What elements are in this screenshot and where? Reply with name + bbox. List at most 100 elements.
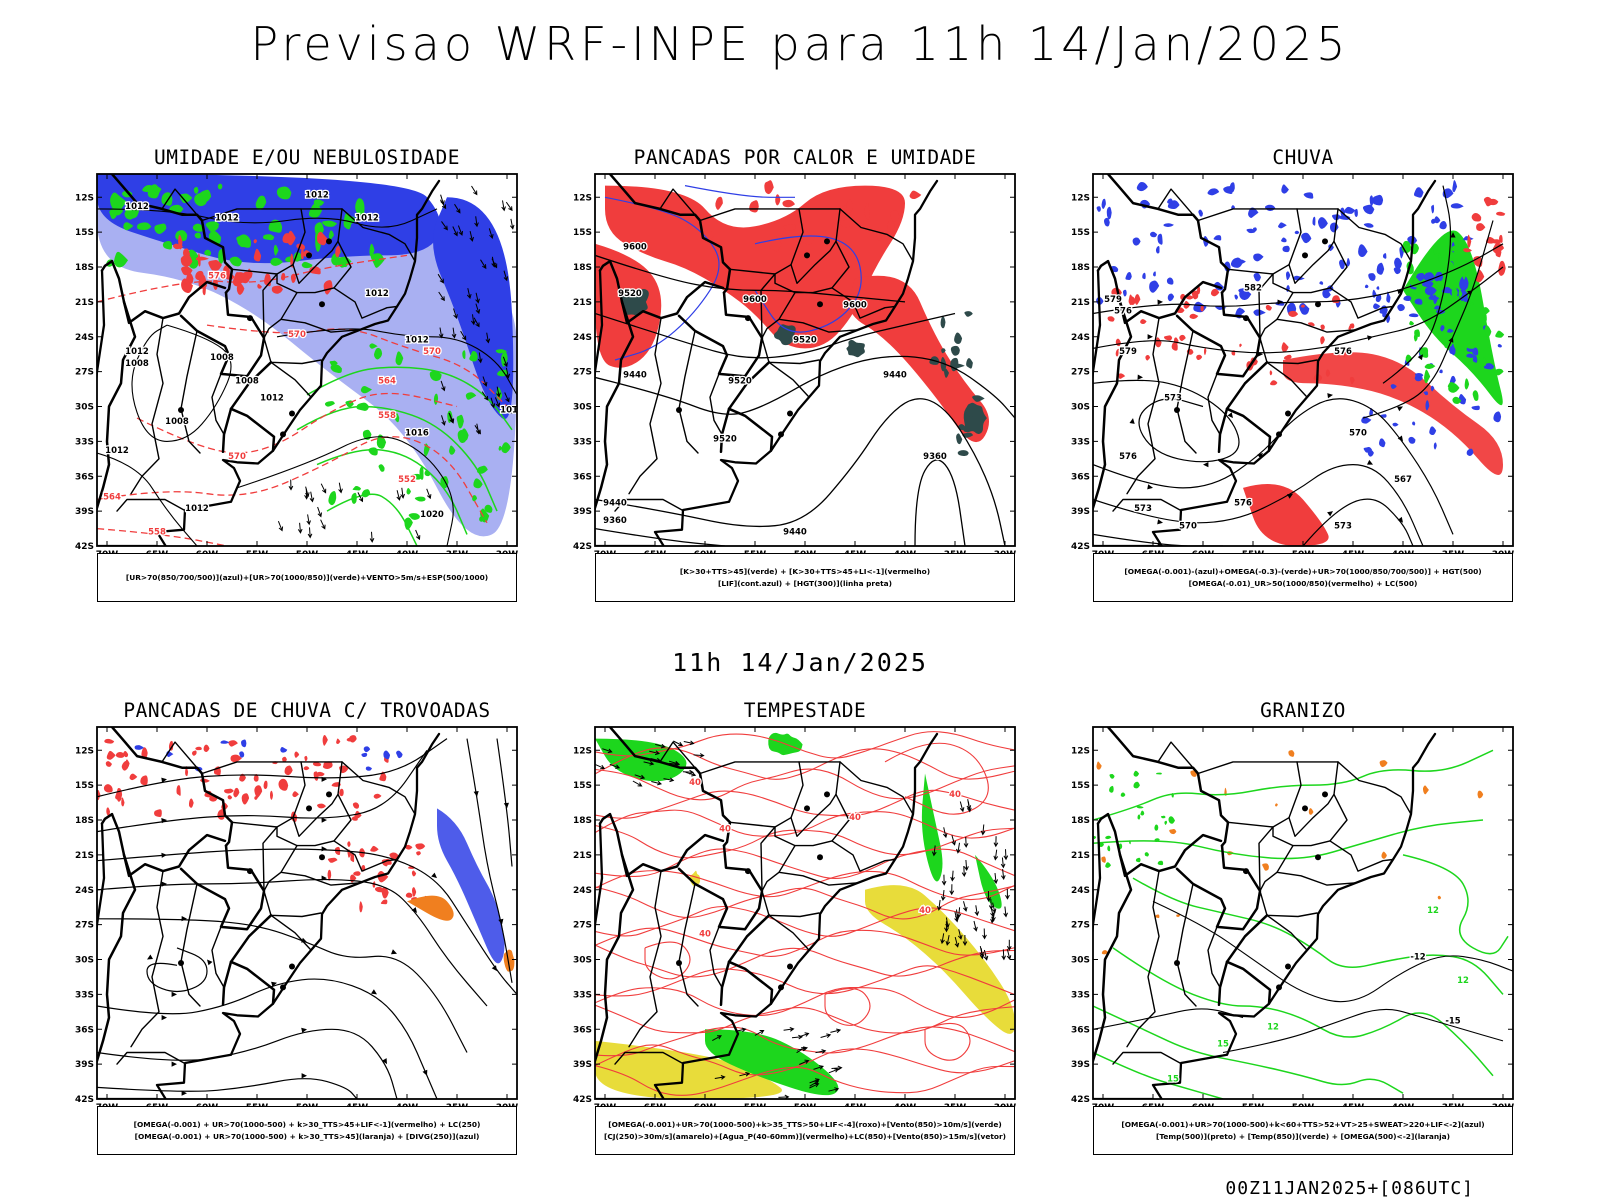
caption-line-2: [LIF](cont.azul) + [HGT(300)](linha pret… [718,578,892,588]
storm-red-patch [121,797,125,807]
wind-vector [1006,949,1012,961]
streamline-arrow [1367,459,1373,465]
wind-vector [452,226,458,237]
height-label: 573 [1164,394,1182,404]
low-humidity-patch [476,465,488,474]
instability-green-area [940,316,946,329]
lat-label: 30S [573,403,592,413]
wind-vector [505,367,511,379]
instability-red-area [849,275,989,443]
instability-red-area [864,202,870,220]
streamline-arrow [498,918,504,925]
coastline [595,179,939,546]
streamline [97,848,517,995]
precip-water-contour [595,1026,1015,1057]
map-content: 582 579 576 579 576 573 570 576 567 576 573 570 573 [1093,174,1506,546]
wind-vector [488,228,494,240]
wind-vector [663,777,675,783]
rain-blue-patch [1372,194,1384,206]
storm-red-patch [224,788,234,794]
streamline-850 [644,941,691,980]
wind-vector [655,743,666,749]
temp500-contour [1222,1008,1504,1054]
lat-label: 21S [75,851,94,861]
low-humidity-patch [276,186,292,200]
streamline-arrow [181,1090,187,1096]
storm-red-patch [106,750,116,760]
thickness-contour [97,527,228,546]
isobar-label: 1008 [125,359,149,369]
divergence-blue-patch [220,740,230,744]
state-border [211,373,225,436]
temp850-patch [1135,857,1141,863]
precip-water-contour [595,747,1015,780]
map-background [1093,727,1513,1099]
low-humidity-patch [123,222,134,231]
low-humidity-patch [484,504,493,513]
height-label: 9520 [793,336,817,346]
rain-blue-patch [1142,272,1146,280]
streamline-arrow [1157,519,1163,525]
precip-water-contour [595,848,1015,879]
lat-label: 42S [573,542,592,552]
storm-red-patch [106,807,110,817]
temp500-contour [1152,900,1513,1003]
rain-blue-patch [1439,369,1443,374]
state-border [270,361,311,397]
wind-vector [457,225,463,236]
wind-vector [491,258,498,269]
thickness-dash [222,265,230,279]
streamline-arrow [147,954,153,960]
wind-vector [649,750,661,756]
storm-red-patch [168,740,174,751]
rain-blue-patch [1282,245,1290,253]
lat-label: 18S [1071,263,1090,273]
omega-orange-patch [1288,750,1295,757]
streamline-arrow [161,1015,167,1021]
storm-red-patch [336,738,341,744]
low-humidity-patch [374,347,383,360]
wind-vector [963,901,968,912]
caption-line-2: [CJ(250)>30m/s](amarelo)+[Agua_P(40-60mm… [604,1131,1006,1141]
streamline-arrow [1397,516,1403,523]
rain-blue-patch [1408,313,1419,318]
storm-red-patch [203,744,210,753]
low-humidity-patch [114,251,128,268]
low-humidity-patch [268,219,283,233]
instability-green-area [950,345,960,356]
state-border [116,498,185,512]
rain-blue-patch [1364,284,1369,289]
wind-vector [451,327,457,339]
streamline [1093,243,1504,315]
streamline-arrow [171,991,177,997]
wind-vector [712,1035,722,1042]
thickness-label: 558 [378,411,396,421]
wind-vector [830,1028,842,1034]
coastline [595,732,939,1099]
state-border [1207,926,1221,989]
streamline-arrow [321,817,327,823]
instability-green-area [966,403,974,418]
rain-red-patch [1467,234,1472,248]
temp850-patch [1133,781,1140,789]
storm-red-patch [303,766,310,771]
wind-vector [957,929,963,940]
temp850-patch [1120,792,1126,797]
storm-red-patch [282,756,287,763]
low-humidity-patch [480,508,490,523]
rain-green-patch [1480,307,1490,317]
state-border [1272,793,1348,847]
state-border [831,287,896,319]
rain-blue-patch [1339,259,1345,270]
wind-vector [277,521,284,532]
wind-vector [306,514,311,526]
low-humidity-patch [204,249,212,256]
rain-blue-patch [1281,237,1287,243]
rain-green-patch [1444,294,1451,300]
state-border [760,826,776,892]
streamline-arrow [1287,493,1293,499]
lat-label: 36S [1071,1025,1090,1035]
low-humidity-patch [472,495,478,502]
low-humidity-patch [154,223,167,235]
rain-green-patch [1472,390,1479,401]
